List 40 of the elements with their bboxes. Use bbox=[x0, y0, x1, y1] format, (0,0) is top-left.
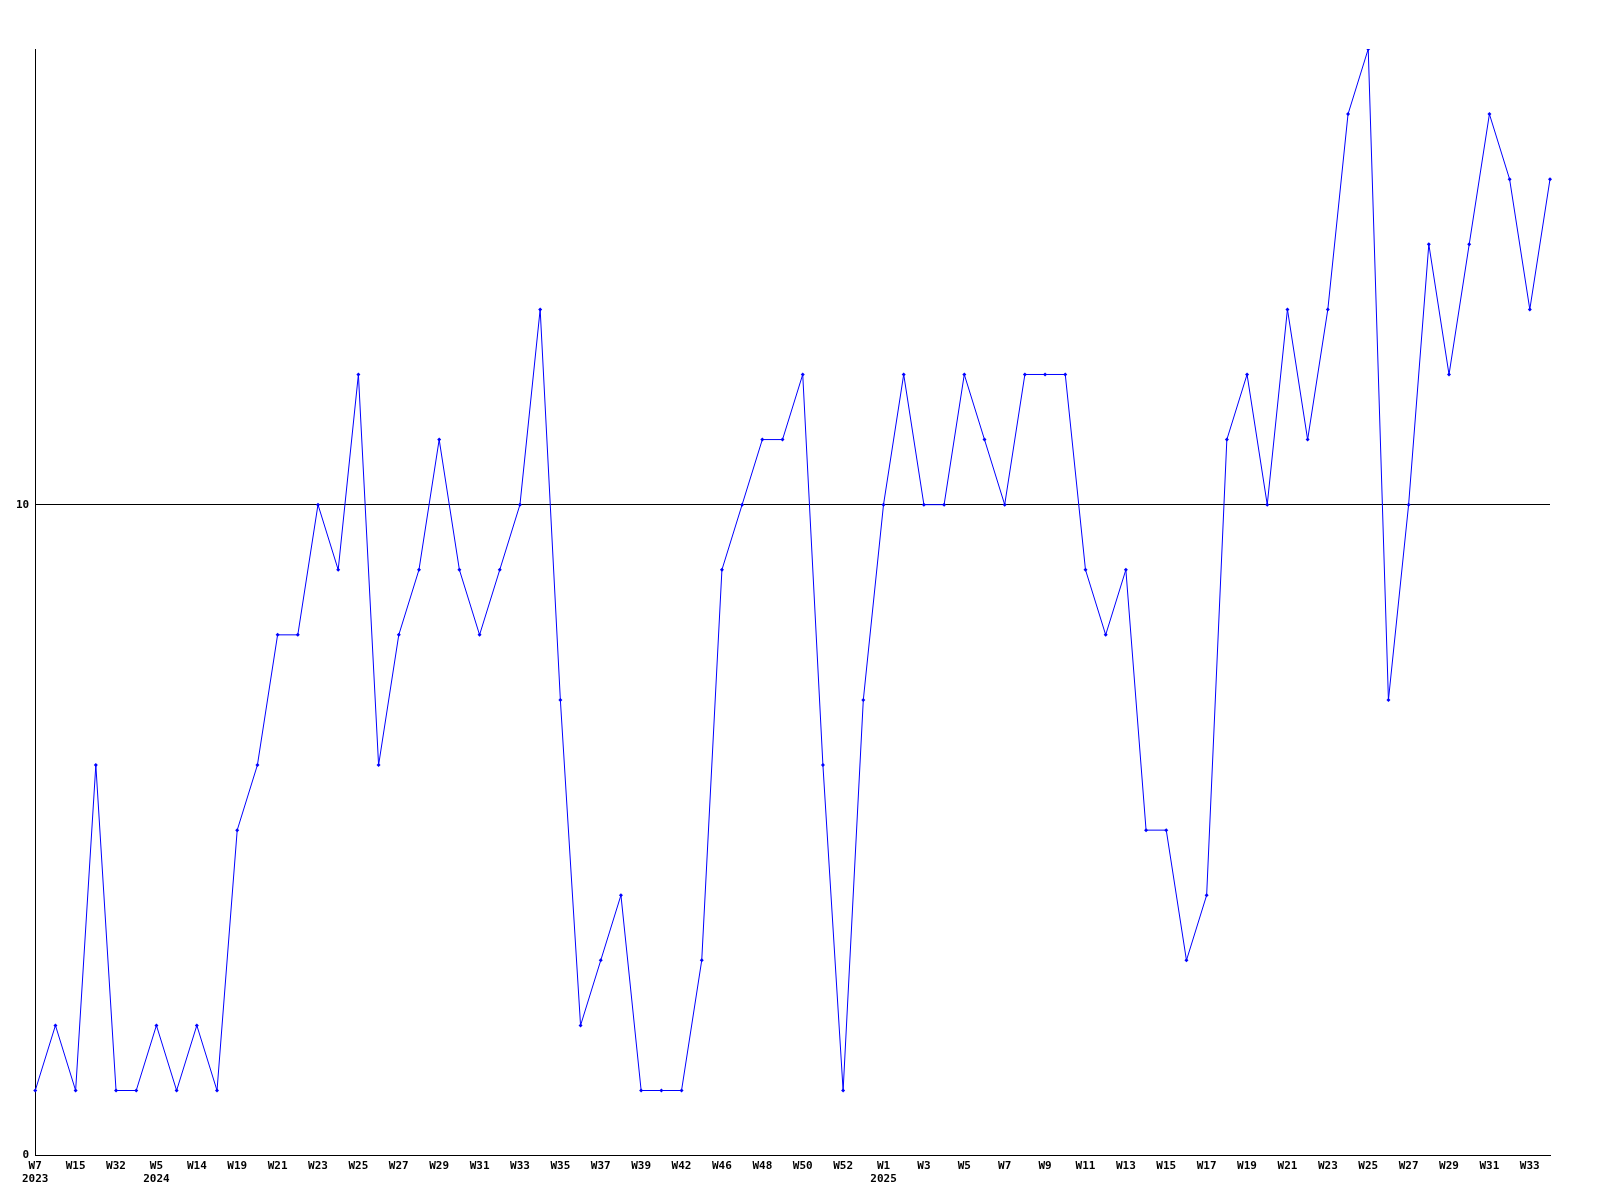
x-tick-label: W13 bbox=[1115, 1159, 1136, 1173]
x-tick-label: W21 bbox=[1277, 1159, 1298, 1173]
x-tick-label: W35 bbox=[550, 1159, 571, 1173]
x-tick-label: W17 bbox=[1196, 1159, 1217, 1173]
x-tick-label: W23 bbox=[308, 1159, 328, 1173]
x-tick-label: W46 bbox=[712, 1159, 733, 1173]
x-tick-label: W32 bbox=[106, 1159, 126, 1173]
x-tick-label: W19 bbox=[227, 1159, 248, 1173]
x-tick-label: W27 bbox=[1398, 1159, 1419, 1173]
x-tick-label: W29 bbox=[1439, 1159, 1459, 1173]
x-tick-label: W42 bbox=[671, 1159, 692, 1173]
y-tick-label: 10 bbox=[16, 497, 30, 511]
x-tick-label: W15 bbox=[65, 1159, 86, 1173]
x-tick-label: W3 bbox=[917, 1159, 931, 1173]
x-tick-label: W5 2024 bbox=[143, 1159, 171, 1186]
x-tick-label: W39 bbox=[631, 1159, 652, 1173]
x-tick-label: W31 bbox=[1479, 1159, 1500, 1173]
x-tick-label: W29 bbox=[429, 1159, 450, 1173]
x-tick-label: W25 bbox=[1358, 1159, 1379, 1173]
x-tick-label: W5 bbox=[957, 1159, 971, 1173]
x-tick-label: W15 bbox=[1156, 1159, 1177, 1173]
x-tick-label: W14 bbox=[186, 1159, 208, 1173]
x-tick-label: W23 bbox=[1317, 1159, 1338, 1173]
x-tick-label: W1 2025 bbox=[870, 1159, 897, 1186]
x-tick-label: W48 bbox=[752, 1159, 773, 1173]
x-tick-label: W33 bbox=[510, 1159, 530, 1173]
x-tick-label: W7 bbox=[998, 1159, 1012, 1173]
x-tick-label: W19 bbox=[1237, 1159, 1257, 1173]
x-tick-label: W31 bbox=[469, 1159, 490, 1173]
x-tick-label: W50 bbox=[792, 1159, 813, 1173]
x-tick-label: W25 bbox=[348, 1159, 369, 1173]
x-tick-label: W52 bbox=[833, 1159, 854, 1173]
x-tick-label: W27 bbox=[388, 1159, 409, 1173]
x-tick-label: W21 bbox=[267, 1159, 288, 1173]
x-tick-label: W11 bbox=[1075, 1159, 1096, 1173]
y-tick-label: 0 bbox=[22, 1148, 30, 1162]
x-tick-label: W33 bbox=[1519, 1159, 1540, 1173]
x-tick-label: W37 bbox=[590, 1159, 611, 1173]
x-tick-label: W9 bbox=[1038, 1159, 1052, 1173]
x-tick-label: W7 2023 bbox=[22, 1159, 49, 1186]
